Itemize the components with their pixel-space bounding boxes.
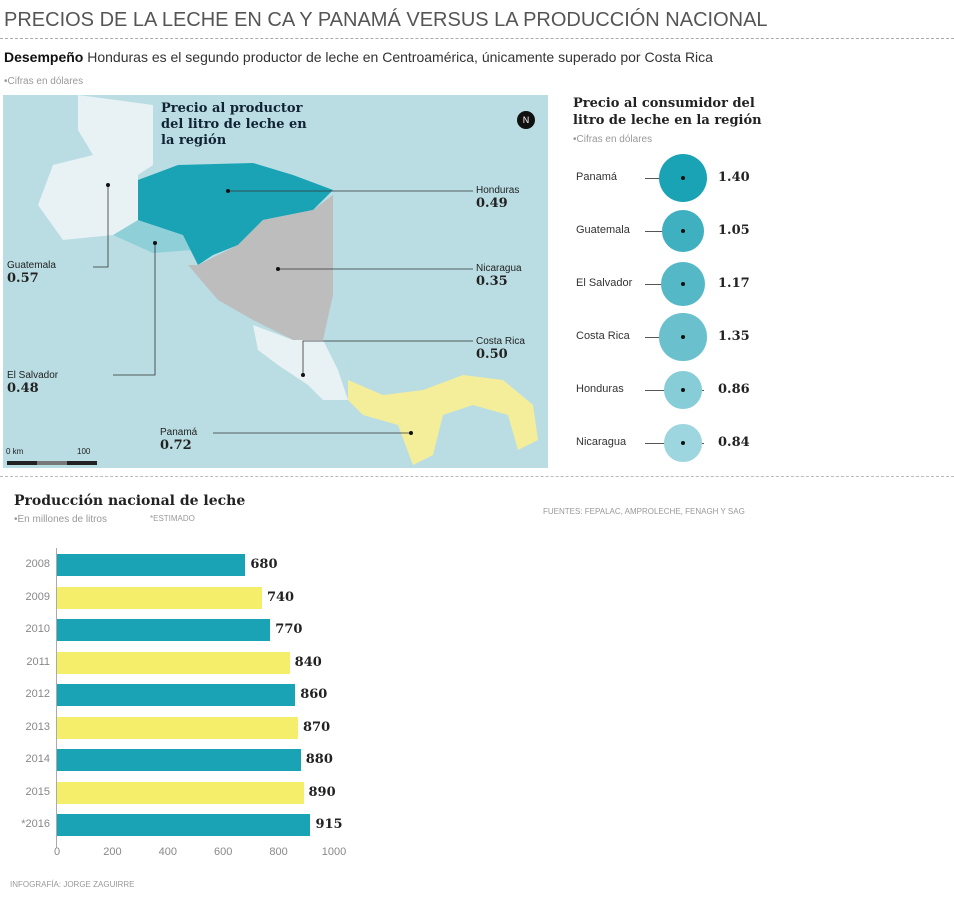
map: Precio al productor del litro de leche e…	[3, 95, 548, 468]
bar-value: 840	[294, 654, 322, 670]
country-name: Honduras	[476, 185, 520, 196]
country-name: Costa Rica	[476, 336, 525, 347]
bar	[57, 814, 311, 836]
bar	[57, 684, 296, 706]
nicaragua-shape	[188, 195, 333, 340]
bar-category: 2009	[25, 590, 50, 603]
label-guatemala: Guatemala 0.57	[7, 260, 56, 286]
map-shapes	[7, 95, 538, 465]
x-tick-label: 600	[214, 846, 233, 858]
subtitle-lead: Desempeño	[4, 49, 84, 65]
honduras-shape	[138, 163, 333, 265]
bar-value: 680	[250, 557, 278, 572]
map-title: Precio al productor del litro de leche e…	[161, 101, 307, 148]
bubble-label: Guatemala	[576, 224, 630, 236]
bubble-value: 1.35	[718, 329, 750, 344]
currency-note: •Cifras en dólares	[4, 76, 84, 87]
bar	[57, 651, 290, 674]
bubble-dot	[681, 176, 685, 180]
country-name: Panamá	[160, 427, 198, 438]
bubble-dot	[681, 229, 685, 233]
bar-category: 2013	[25, 720, 50, 733]
bar	[57, 586, 262, 609]
x-tick-label: 800	[269, 846, 288, 858]
bubble-dot	[681, 335, 685, 339]
bar	[57, 554, 246, 576]
label-costa-rica: Costa Rica 0.50	[476, 336, 525, 362]
bubble-value: 1.17	[718, 276, 750, 291]
y-axis	[56, 548, 57, 848]
bar	[57, 716, 298, 739]
bubble-value: 0.84	[718, 435, 750, 450]
guatemala-shape	[38, 95, 153, 240]
subtitle: Desempeño Honduras es el segundo product…	[4, 48, 950, 66]
country-name: El Salvador	[7, 370, 59, 381]
x-tick-label: 1000	[321, 846, 347, 858]
divider	[0, 476, 954, 477]
bar-value: 740	[266, 589, 295, 605]
bubble-dot	[681, 388, 685, 392]
credit: INFOGRAFÍA: JORGE ZAGUIRRE	[10, 880, 135, 889]
country-price: 0.48	[7, 381, 39, 396]
subtitle-text: Honduras es el segundo productor de lech…	[87, 49, 713, 65]
label-nicaragua: Nicaragua 0.35	[476, 263, 522, 289]
bubble-dot	[681, 282, 685, 286]
bar-title: Producción nacional de leche	[14, 493, 246, 509]
x-tick-label: 400	[158, 846, 177, 858]
panama-shape	[348, 375, 538, 465]
bubble-subtitle: •Cifras en dólares	[573, 134, 653, 145]
country-name: Guatemala	[7, 260, 56, 271]
bar	[57, 781, 304, 804]
x-tick-label: 0	[53, 846, 61, 858]
bar-category: 2014	[25, 753, 50, 765]
bubble-dot	[681, 441, 685, 445]
sources: FUENTES: FEPALAC, AMPROLECHE, FENAGH Y S…	[543, 507, 745, 516]
bar-chart: 2008 680 2009 740 2010 770 2011 840 2012 860 2013 8…	[0, 540, 400, 870]
bar-value: 880	[305, 752, 333, 767]
bar	[57, 619, 271, 641]
bar-category: 2011	[26, 655, 50, 668]
bubble-value: 1.40	[718, 170, 750, 185]
label-panama: Panamá 0.72	[160, 427, 197, 453]
x-tick-label: 200	[103, 846, 122, 858]
bubble-label: Panamá	[576, 171, 617, 183]
bar-value: 870	[302, 719, 331, 735]
bar-category: 2010	[25, 623, 50, 635]
country-price: 0.57	[7, 271, 39, 286]
bar-category: 2012	[25, 688, 50, 700]
label-el-salvador: El Salvador 0.48	[7, 370, 58, 396]
bubble-value: 1.05	[718, 223, 750, 238]
bubble-title: Precio al consumidor del litro de leche …	[573, 96, 762, 128]
country-price: 0.35	[476, 274, 508, 289]
estimate-note: *ESTIMADO	[150, 514, 195, 523]
bar-value: 890	[308, 784, 336, 800]
north-arrow-icon: N	[517, 111, 535, 129]
bar-value: 915	[315, 817, 343, 832]
bar-category: 2008	[25, 558, 50, 570]
bubble-label: Costa Rica	[576, 330, 630, 342]
scale-end: 100	[77, 447, 91, 456]
bar-value: 860	[300, 687, 328, 702]
country-name: Nicaragua	[476, 263, 522, 274]
bar	[57, 749, 301, 771]
bubble-label: El Salvador	[576, 277, 633, 289]
bubble-label: Honduras	[576, 383, 624, 395]
label-honduras: Honduras 0.49	[476, 185, 519, 211]
divider	[0, 38, 954, 39]
page-title: PRECIOS DE LA LECHE EN CA Y PANAMÁ VERSU…	[4, 9, 768, 31]
bubble-chart: Panamá 1.40 Guatemala 1.05 El Salvador 1.17 Co…	[560, 150, 820, 470]
bubble-value: 0.86	[718, 382, 750, 397]
costa-rica-shape	[253, 325, 348, 400]
scale-start: 0 km	[6, 447, 24, 456]
bar-category: 2015	[25, 785, 50, 798]
country-price: 0.50	[476, 347, 508, 362]
country-price: 0.49	[476, 196, 508, 211]
bubble-label: Nicaragua	[576, 436, 627, 448]
bar-value: 770	[275, 622, 303, 637]
country-price: 0.72	[160, 438, 192, 453]
bar-subtitle: •En millones de litros	[14, 514, 107, 525]
bar-category: *2016	[21, 818, 50, 830]
